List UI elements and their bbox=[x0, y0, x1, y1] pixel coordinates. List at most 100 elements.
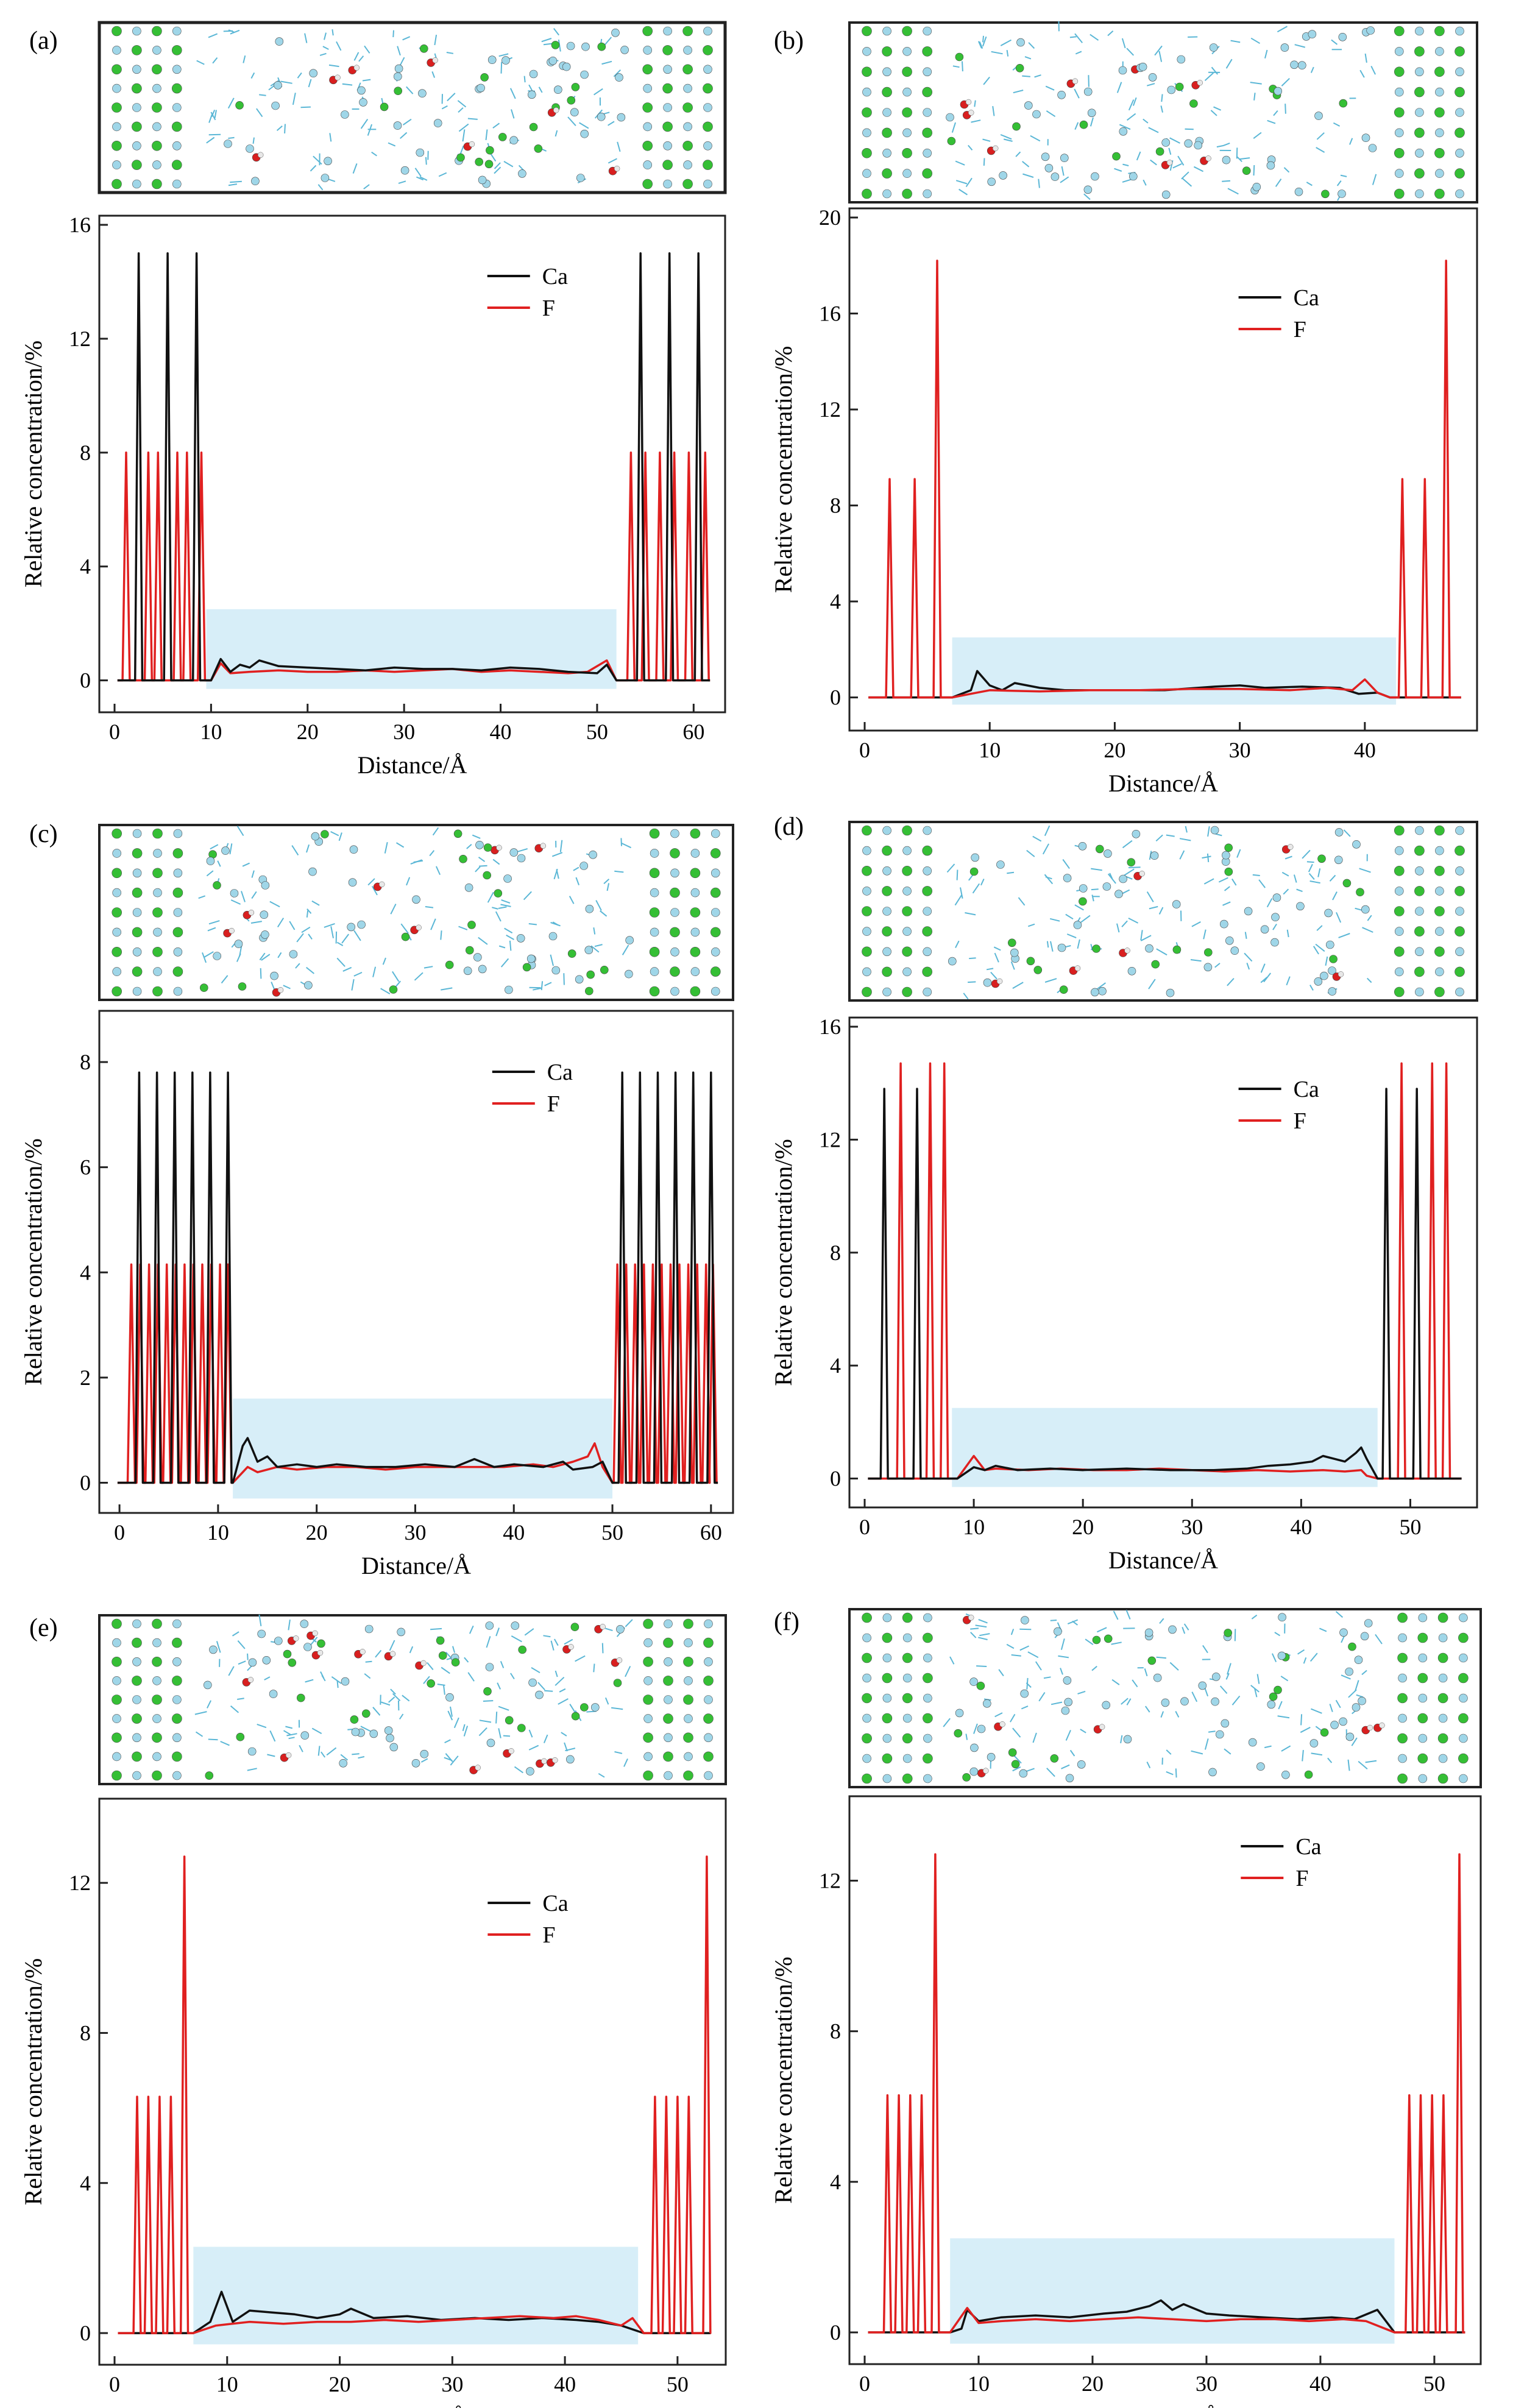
water-molecule bbox=[1012, 1766, 1021, 1772]
ca-ion bbox=[518, 1645, 527, 1654]
ca-atom bbox=[902, 66, 912, 77]
f-atom bbox=[923, 26, 932, 36]
ca-atom bbox=[683, 1618, 693, 1629]
f-ion bbox=[611, 28, 620, 37]
water-molecule bbox=[1074, 122, 1079, 130]
water-molecule bbox=[998, 1669, 1004, 1677]
ca-atom bbox=[923, 1632, 933, 1643]
f-ion bbox=[248, 1658, 257, 1667]
f-atom bbox=[684, 1714, 693, 1723]
water-molecule bbox=[438, 172, 447, 177]
f-atom bbox=[862, 47, 871, 56]
f-atom bbox=[923, 108, 932, 117]
f-atom bbox=[173, 908, 183, 917]
f-ion bbox=[581, 42, 590, 51]
f-atom bbox=[1435, 967, 1444, 977]
water-molecule bbox=[1136, 151, 1141, 161]
water-molecule bbox=[295, 963, 300, 969]
water-molecule bbox=[1348, 1689, 1357, 1698]
water-molecule bbox=[1166, 834, 1175, 837]
f-atom bbox=[882, 947, 891, 957]
ca-atom bbox=[152, 947, 163, 957]
water-molecule bbox=[479, 1719, 492, 1723]
f-atom bbox=[1435, 846, 1444, 855]
f-ion bbox=[1123, 1735, 1132, 1744]
water-molecule bbox=[230, 29, 240, 35]
ca-atom bbox=[703, 1751, 714, 1762]
f-ion bbox=[486, 1738, 495, 1748]
x-axis-label: Distance/Å bbox=[358, 2404, 467, 2408]
ca-atom bbox=[643, 1732, 653, 1743]
water-molecule bbox=[982, 36, 987, 47]
f-ion bbox=[999, 171, 1007, 180]
water-molecule bbox=[1010, 961, 1015, 970]
plot-frame-f bbox=[848, 1795, 1482, 2365]
water-molecule bbox=[955, 160, 965, 166]
f-ion bbox=[209, 1645, 218, 1654]
f-ion bbox=[1061, 1706, 1070, 1715]
ca-ion bbox=[1151, 960, 1160, 969]
f-atom bbox=[643, 160, 652, 169]
water-molecule bbox=[614, 870, 624, 873]
hydrogen-atom bbox=[312, 1630, 318, 1637]
ca-atom bbox=[690, 868, 701, 879]
water-molecule bbox=[1120, 1735, 1123, 1744]
f-atom bbox=[882, 108, 891, 117]
ca-atom bbox=[1414, 966, 1425, 977]
ca-atom bbox=[662, 45, 673, 55]
ca-ion bbox=[1104, 1634, 1113, 1643]
f-atom bbox=[882, 189, 891, 199]
water-molecule bbox=[306, 910, 309, 918]
f-ion bbox=[271, 101, 280, 110]
f-ion bbox=[487, 55, 497, 64]
water-molecule bbox=[1046, 941, 1049, 948]
water-molecule bbox=[1266, 898, 1273, 908]
panel-label-b: (b) bbox=[774, 27, 804, 55]
water-molecule bbox=[1185, 128, 1194, 130]
f-atom bbox=[1395, 927, 1404, 936]
f-ion bbox=[1361, 905, 1370, 914]
ca-atom bbox=[132, 1713, 142, 1724]
f-ion bbox=[996, 860, 1005, 869]
hydrogen-atom bbox=[229, 927, 235, 934]
water-molecule bbox=[1038, 179, 1040, 188]
water-molecule bbox=[207, 927, 216, 932]
f-atom bbox=[1395, 846, 1404, 855]
f-atom bbox=[882, 149, 891, 158]
y-tick-label: 12 bbox=[819, 1869, 841, 1893]
water-molecule bbox=[458, 107, 464, 113]
panel-label-f: (f) bbox=[774, 1608, 799, 1636]
water-molecule bbox=[441, 1666, 450, 1674]
water-molecule bbox=[1010, 1629, 1015, 1635]
x-tick-label: 20 bbox=[306, 1520, 328, 1545]
water-molecule bbox=[994, 1712, 1003, 1718]
ca-atom bbox=[703, 1637, 714, 1648]
ca-ion bbox=[1175, 82, 1184, 91]
water-molecule bbox=[1253, 165, 1255, 176]
f-atom bbox=[1415, 907, 1424, 916]
f-ion bbox=[1041, 152, 1050, 161]
f-ion bbox=[1339, 1717, 1347, 1726]
water-molecule bbox=[990, 971, 997, 980]
water-molecule bbox=[617, 141, 621, 152]
ca-atom bbox=[172, 1713, 182, 1724]
panel-e bbox=[98, 1614, 727, 2366]
ca-ion bbox=[1079, 897, 1087, 906]
f-ion bbox=[397, 1627, 406, 1637]
f-ion bbox=[206, 857, 215, 865]
ca-atom bbox=[1455, 127, 1465, 138]
f-atom bbox=[132, 1619, 141, 1629]
water-molecule bbox=[306, 844, 310, 853]
water-molecule bbox=[500, 904, 511, 907]
water-molecule bbox=[375, 1649, 382, 1658]
ca-ion bbox=[517, 1724, 526, 1732]
legend-f-label: F bbox=[542, 1922, 555, 1948]
water-molecule bbox=[320, 1671, 325, 1679]
f-atom bbox=[1438, 1754, 1448, 1763]
f-atom bbox=[1438, 1673, 1448, 1683]
f-ion bbox=[1330, 1721, 1339, 1729]
f-ion bbox=[274, 1637, 283, 1645]
water-molecule bbox=[381, 1701, 391, 1706]
ca-ion bbox=[597, 42, 606, 51]
